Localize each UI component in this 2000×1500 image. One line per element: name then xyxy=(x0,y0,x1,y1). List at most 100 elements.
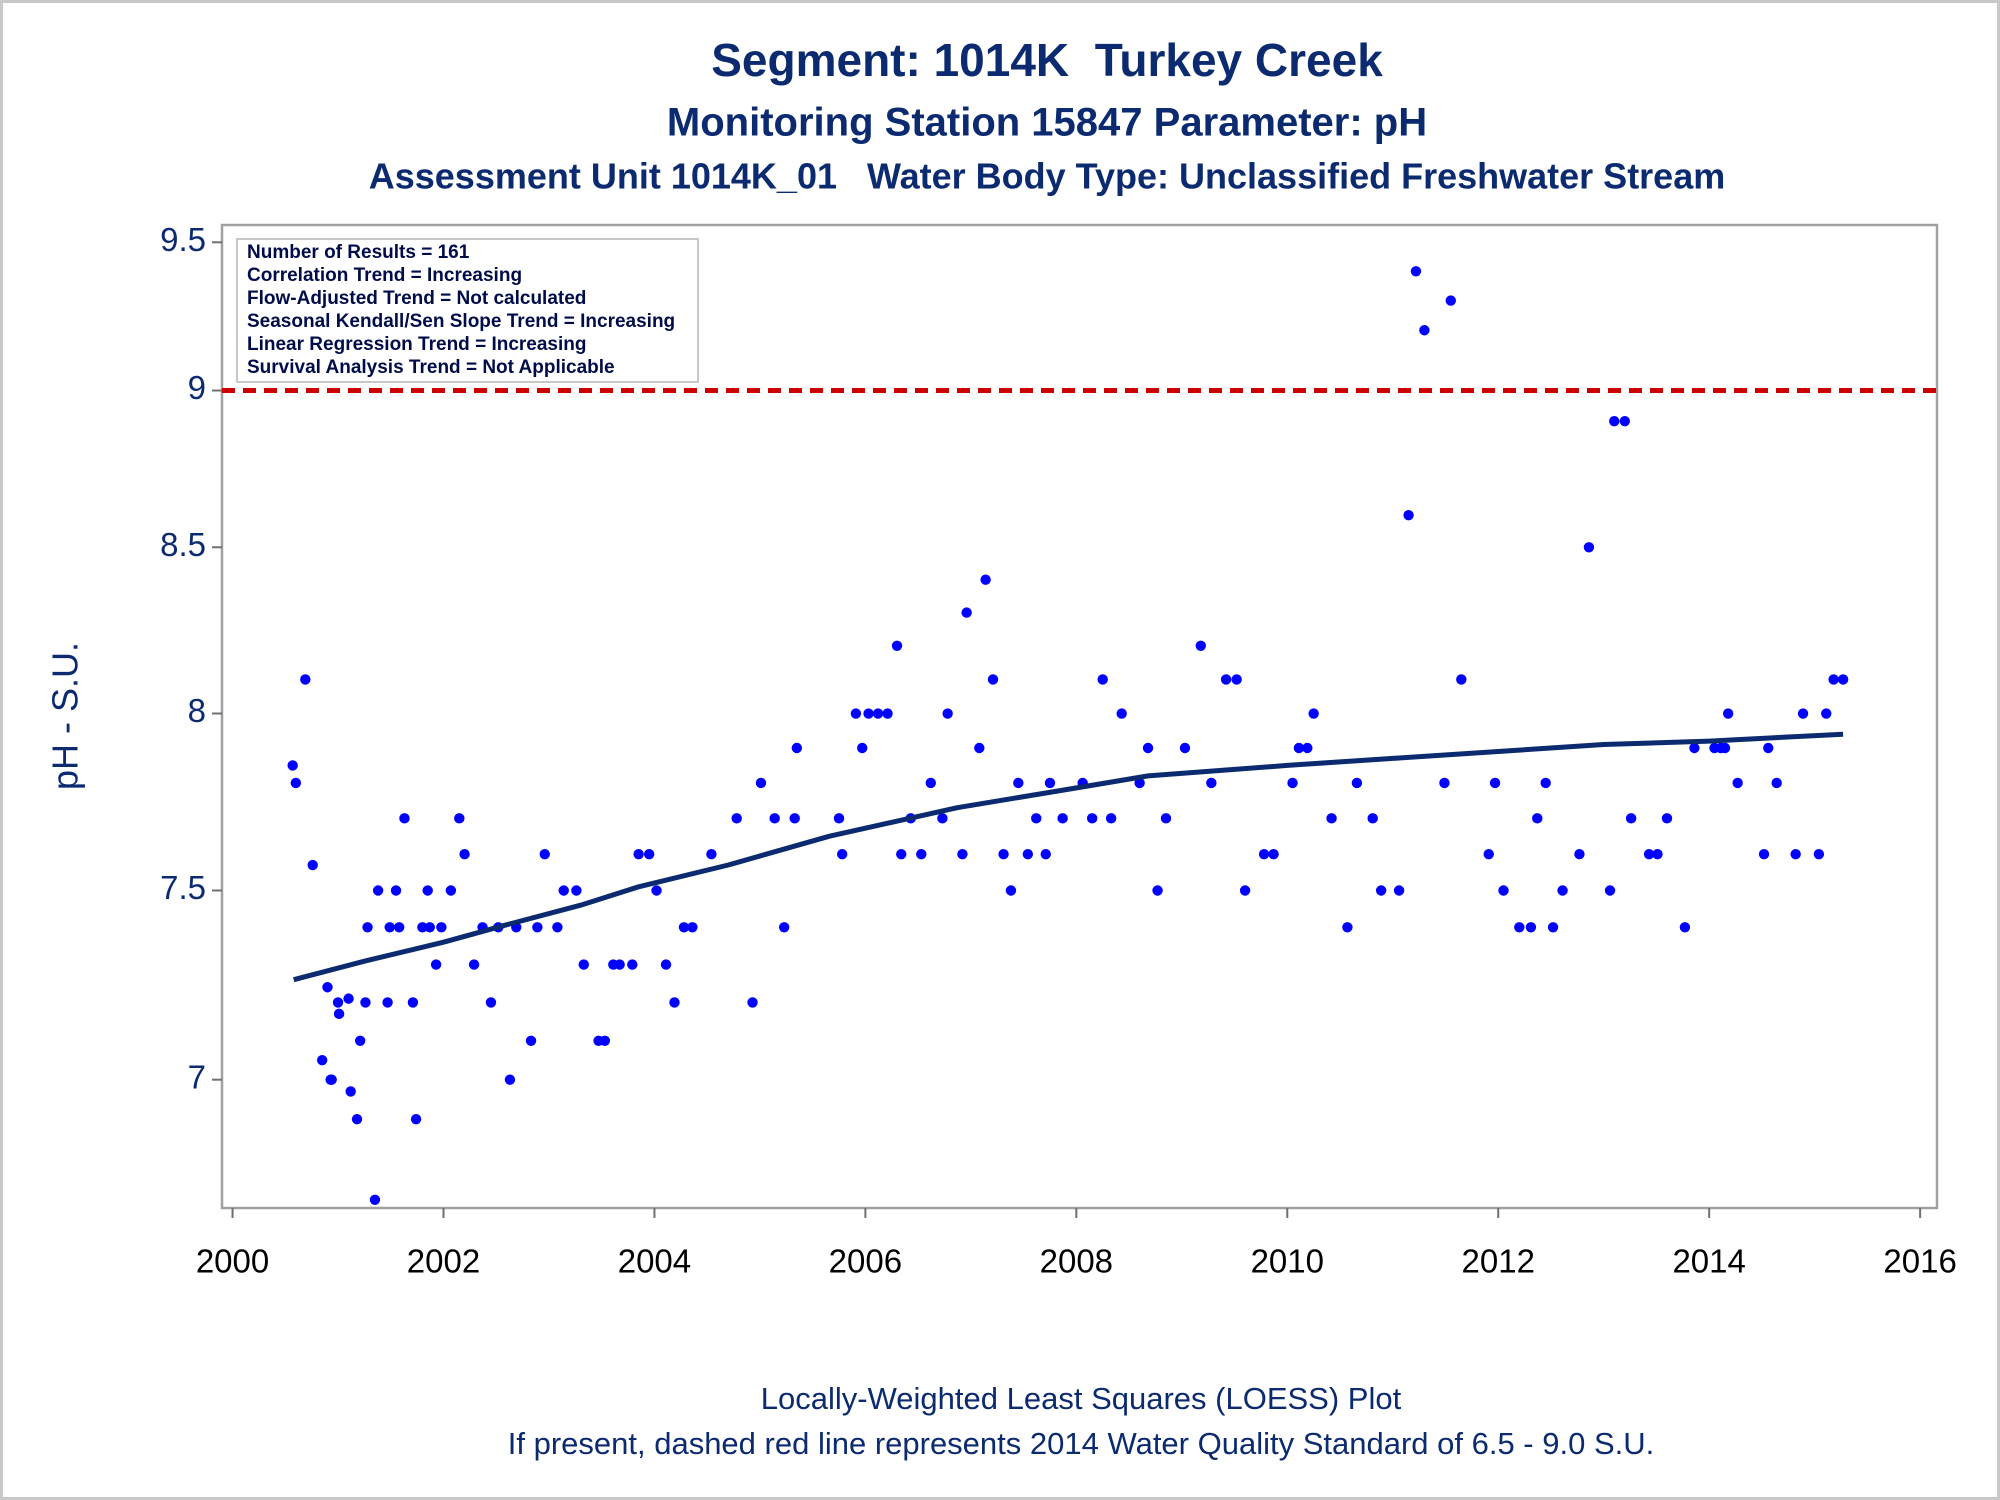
data-point xyxy=(369,1194,381,1206)
data-point xyxy=(669,997,680,1008)
data-point xyxy=(1005,885,1017,896)
data-point xyxy=(857,742,868,754)
data-point xyxy=(599,1035,611,1046)
data-point xyxy=(332,997,344,1008)
data-point xyxy=(558,885,569,896)
data-point xyxy=(424,922,435,933)
data-point xyxy=(485,997,497,1008)
data-point xyxy=(769,813,780,824)
annotation-box xyxy=(236,238,699,383)
data-point xyxy=(290,777,302,789)
data-point xyxy=(651,885,662,896)
data-point xyxy=(1609,415,1620,427)
data-point xyxy=(454,813,465,824)
data-point xyxy=(747,997,758,1008)
data-point xyxy=(1044,777,1056,789)
data-point xyxy=(351,1113,363,1125)
data-point xyxy=(1013,777,1024,789)
data-point xyxy=(1643,848,1655,860)
data-point xyxy=(1351,777,1363,789)
data-point xyxy=(1821,708,1832,719)
data-point xyxy=(1116,708,1127,719)
data-point xyxy=(1813,848,1825,860)
data-point xyxy=(552,922,563,933)
annotation: Survival Analysis Trend = Not Applicable xyxy=(247,357,615,378)
data-point xyxy=(1160,813,1172,824)
data-point xyxy=(937,813,948,824)
data-point xyxy=(633,848,644,860)
y-tick-label: 8 xyxy=(188,692,206,729)
data-point xyxy=(1557,885,1568,896)
data-point xyxy=(687,922,698,933)
y-tick-label: 8.5 xyxy=(160,526,206,563)
data-point xyxy=(678,922,690,933)
data-point xyxy=(706,848,717,860)
data-point xyxy=(322,982,333,993)
y-tick-label: 9.5 xyxy=(160,221,206,258)
data-point xyxy=(1293,742,1305,754)
data-point xyxy=(1134,777,1145,789)
data-point xyxy=(836,848,848,860)
data-point xyxy=(343,993,354,1004)
data-point xyxy=(1287,777,1298,789)
data-point xyxy=(1652,848,1663,860)
annotation: Correlation Trend = Increasing xyxy=(247,265,522,286)
annotation: Seasonal Kendall/Sen Slope Trend = Incre… xyxy=(247,311,675,332)
chart-subtitle: Assessment Unit 1014K_01 Water Body Type… xyxy=(369,156,1726,197)
data-point xyxy=(436,922,447,933)
data-point xyxy=(316,1054,328,1066)
annotation: Linear Regression Trend = Increasing xyxy=(247,334,586,355)
data-point xyxy=(1439,777,1450,789)
data-point xyxy=(578,959,589,970)
y-tick-label: 7.5 xyxy=(160,869,206,906)
data-point xyxy=(354,1035,366,1046)
x-tick-label: 2002 xyxy=(407,1243,480,1280)
data-point xyxy=(1583,542,1595,553)
data-point xyxy=(1367,813,1378,824)
data-point xyxy=(1532,813,1543,824)
x-tick-label: 2004 xyxy=(618,1243,691,1280)
data-point xyxy=(961,607,972,618)
data-point xyxy=(1797,708,1809,719)
data-point xyxy=(998,848,1009,860)
data-point xyxy=(872,708,884,719)
data-point xyxy=(1525,922,1537,933)
data-point xyxy=(1302,742,1313,754)
x-tick-label: 2012 xyxy=(1462,1243,1535,1280)
data-point xyxy=(504,1074,516,1085)
footnote: Locally-Weighted Least Squares (LOESS) P… xyxy=(761,1381,1402,1416)
data-point xyxy=(1719,742,1731,754)
data-point xyxy=(1722,708,1734,719)
data-point xyxy=(1231,674,1242,685)
data-point xyxy=(882,708,893,719)
data-point xyxy=(1679,922,1691,933)
footnote: If present, dashed red line represents 2… xyxy=(508,1426,1655,1461)
data-point xyxy=(1195,640,1206,652)
data-point xyxy=(891,640,903,652)
data-point xyxy=(430,959,442,970)
x-tick-label: 2006 xyxy=(829,1243,902,1280)
data-point xyxy=(957,848,968,860)
data-point xyxy=(1375,885,1387,896)
data-point xyxy=(1268,848,1279,860)
data-point xyxy=(382,997,393,1008)
data-point xyxy=(1771,777,1782,789)
data-point xyxy=(789,813,800,824)
data-point xyxy=(417,922,428,933)
data-point xyxy=(1604,885,1616,896)
y-tick-label: 7 xyxy=(188,1058,206,1095)
data-point xyxy=(1105,813,1117,824)
data-point xyxy=(468,959,480,970)
data-point xyxy=(1179,742,1191,754)
data-point xyxy=(1661,813,1673,824)
data-point xyxy=(1031,813,1042,824)
data-point xyxy=(833,813,845,824)
data-point xyxy=(1574,848,1585,860)
data-point xyxy=(1828,674,1839,685)
data-point xyxy=(345,1086,356,1097)
data-point xyxy=(384,922,395,933)
data-point xyxy=(390,885,402,896)
data-point xyxy=(1393,885,1405,896)
data-point xyxy=(407,997,419,1008)
data-point xyxy=(660,959,672,970)
